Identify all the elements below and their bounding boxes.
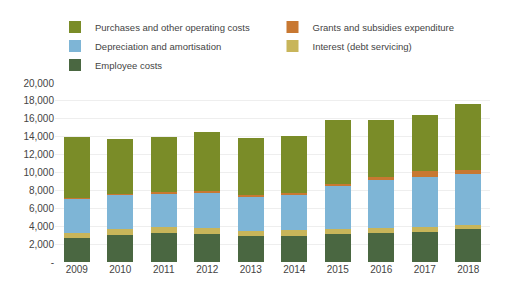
svg-text:2015: 2015 xyxy=(327,264,350,275)
svg-text:Depreciation and amortisation: Depreciation and amortisation xyxy=(95,41,221,52)
svg-text:Interest (debt servicing): Interest (debt servicing) xyxy=(313,41,412,52)
svg-text:12,000: 12,000 xyxy=(23,149,54,160)
svg-text:10,000: 10,000 xyxy=(23,167,54,178)
svg-text:2009: 2009 xyxy=(66,264,89,275)
svg-text:2011: 2011 xyxy=(153,264,175,275)
svg-text:14,000: 14,000 xyxy=(23,131,54,142)
svg-text:-: - xyxy=(51,257,54,268)
svg-text:2014: 2014 xyxy=(283,264,306,275)
svg-text:2,000: 2,000 xyxy=(29,239,54,250)
svg-text:Purchases and other operating: Purchases and other operating costs xyxy=(95,22,250,33)
svg-text:2016: 2016 xyxy=(370,264,393,275)
svg-text:2013: 2013 xyxy=(240,264,263,275)
svg-text:16,000: 16,000 xyxy=(23,113,54,124)
svg-text:Employee costs: Employee costs xyxy=(95,60,162,71)
svg-text:2018: 2018 xyxy=(457,264,480,275)
svg-text:2012: 2012 xyxy=(196,264,219,275)
svg-text:18,000: 18,000 xyxy=(23,95,54,106)
svg-text:8,000: 8,000 xyxy=(29,185,54,196)
svg-text:20,000: 20,000 xyxy=(23,78,54,89)
svg-text:4,000: 4,000 xyxy=(29,221,54,232)
svg-text:2010: 2010 xyxy=(109,264,132,275)
svg-text:Grants and subsidies expenditu: Grants and subsidies expenditure xyxy=(313,22,455,33)
svg-text:2017: 2017 xyxy=(414,264,437,275)
svg-text:6,000: 6,000 xyxy=(29,203,54,214)
